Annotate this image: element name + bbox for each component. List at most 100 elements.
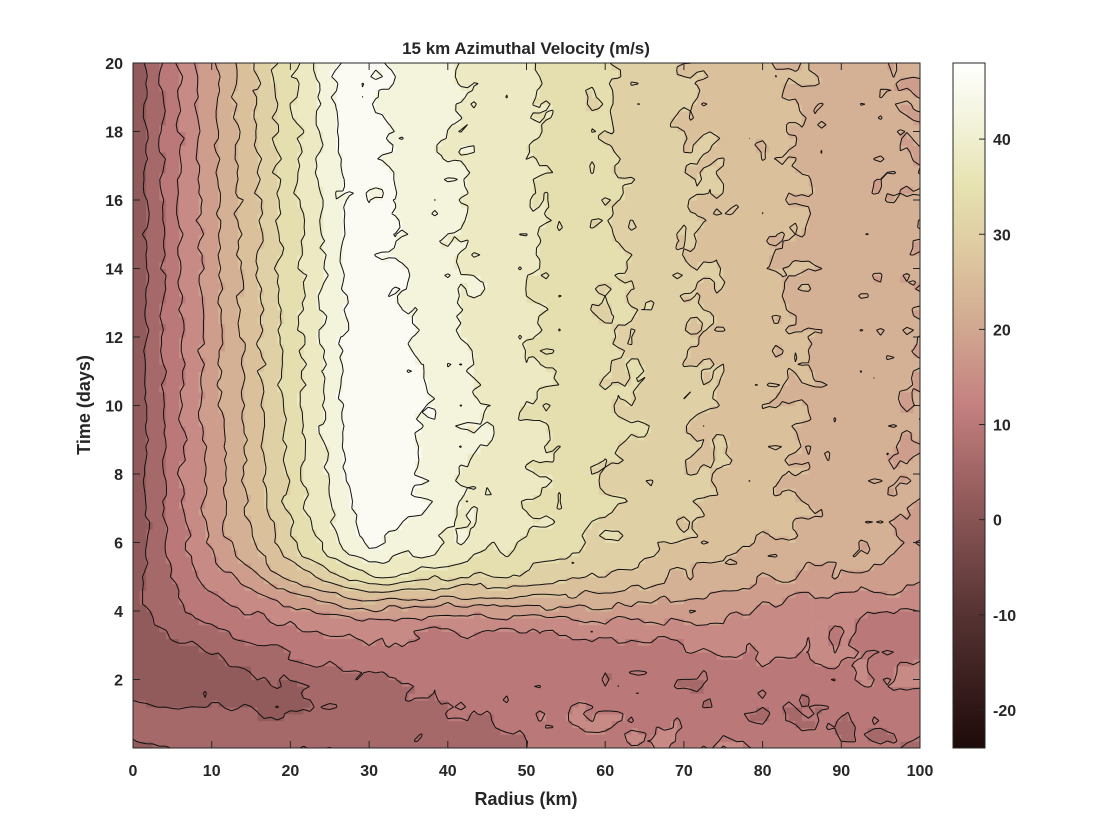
heatmap-cell xyxy=(205,460,213,468)
heatmap-cell xyxy=(716,487,724,496)
heatmap-cell xyxy=(355,590,364,598)
heatmap-cell xyxy=(815,734,823,742)
heatmap-cell xyxy=(552,576,560,585)
heatmap-cell xyxy=(474,638,482,646)
heatmap-cell xyxy=(290,460,298,468)
heatmap-cell xyxy=(283,515,291,523)
heatmap-cell xyxy=(874,590,882,598)
heatmap-cell xyxy=(237,528,246,537)
heatmap-cell xyxy=(834,652,842,660)
heatmap-cell xyxy=(677,638,685,646)
heatmap-cell xyxy=(218,521,226,530)
heatmap-cell xyxy=(192,631,200,639)
heatmap-cell xyxy=(139,460,147,468)
heatmap-cell xyxy=(533,624,541,633)
heatmap-cell xyxy=(716,535,724,544)
heatmap-cell xyxy=(716,583,724,592)
heatmap-cell xyxy=(769,583,777,592)
heatmap-cell xyxy=(592,583,600,592)
heatmap-cell xyxy=(133,665,141,674)
heatmap-cell xyxy=(526,652,534,660)
heatmap-cell xyxy=(775,583,783,592)
heatmap-cell xyxy=(369,713,377,722)
heatmap-cell xyxy=(441,494,449,502)
heatmap-cell xyxy=(828,617,836,626)
heatmap-cell xyxy=(526,569,534,578)
heatmap-cell xyxy=(159,706,167,715)
heatmap-cell xyxy=(447,679,455,687)
heatmap-cell xyxy=(211,549,219,557)
heatmap-cell xyxy=(854,604,862,612)
heatmap-cell xyxy=(815,480,823,489)
heatmap-cell xyxy=(611,631,619,639)
heatmap-cell xyxy=(513,528,521,537)
heatmap-cell xyxy=(231,597,239,605)
heatmap-cell xyxy=(834,542,842,550)
heatmap-cell xyxy=(677,686,685,694)
heatmap-cell xyxy=(815,652,823,660)
heatmap-cell xyxy=(415,597,423,605)
heatmap-cell xyxy=(913,487,920,496)
heatmap-cell xyxy=(703,624,711,633)
heatmap-cell xyxy=(224,515,232,523)
heatmap-cell xyxy=(762,487,770,496)
heatmap-cell xyxy=(218,652,226,660)
heatmap-cell xyxy=(887,542,895,550)
heatmap-cell xyxy=(913,727,920,735)
heatmap-cell xyxy=(303,658,311,667)
heatmap-cell xyxy=(388,549,396,557)
heatmap-cell xyxy=(218,569,226,578)
heatmap-cell xyxy=(756,563,764,571)
heatmap-cell xyxy=(480,590,488,598)
heatmap-cell xyxy=(572,474,580,482)
heatmap-cell xyxy=(762,611,770,619)
heatmap-cell xyxy=(867,501,875,509)
heatmap-cell xyxy=(192,508,200,516)
heatmap-cell xyxy=(218,672,226,681)
heatmap-cell xyxy=(296,672,305,681)
heatmap-cell xyxy=(454,672,462,681)
heatmap-cell xyxy=(415,693,423,701)
heatmap-cell xyxy=(749,515,757,523)
heatmap-cell xyxy=(355,645,364,653)
heatmap-cell xyxy=(415,645,423,653)
heatmap-cell xyxy=(198,542,206,550)
heatmap-cell xyxy=(205,611,213,619)
heatmap-cell xyxy=(900,467,908,475)
heatmap-cell xyxy=(736,563,744,571)
heatmap-cell xyxy=(474,487,482,496)
heatmap-cell xyxy=(860,631,869,639)
heatmap-cell xyxy=(388,727,396,735)
heatmap-cell xyxy=(867,734,875,742)
heatmap-cell xyxy=(146,604,154,612)
heatmap-cell xyxy=(480,672,488,681)
heatmap-cell xyxy=(500,720,508,729)
heatmap-cell xyxy=(323,487,331,496)
heatmap-cell xyxy=(519,617,528,626)
heatmap-cell xyxy=(237,611,246,619)
heatmap-cell xyxy=(270,631,278,639)
heatmap-cell xyxy=(742,583,751,592)
heatmap-cell xyxy=(867,474,875,482)
heatmap-cell xyxy=(290,665,298,674)
heatmap-cell xyxy=(887,652,895,660)
heatmap-cell xyxy=(146,467,154,475)
heatmap-cell xyxy=(710,528,718,537)
heatmap-cell xyxy=(323,556,331,564)
heatmap-cell xyxy=(283,467,291,475)
heatmap-cell xyxy=(762,624,770,633)
heatmap-cell xyxy=(506,535,514,544)
heatmap-cell xyxy=(270,604,278,612)
heatmap-cell xyxy=(703,501,711,509)
heatmap-cell xyxy=(382,741,390,748)
heatmap-cell xyxy=(841,583,849,592)
heatmap-cell xyxy=(736,611,744,619)
heatmap-cell xyxy=(133,713,141,722)
heatmap-cell xyxy=(631,720,639,729)
heatmap-cell xyxy=(729,638,737,646)
heatmap-cell xyxy=(900,645,908,653)
heatmap-cell xyxy=(513,741,521,748)
heatmap-cell xyxy=(474,604,482,612)
heatmap-cell xyxy=(270,535,278,544)
heatmap-cell xyxy=(493,563,501,571)
